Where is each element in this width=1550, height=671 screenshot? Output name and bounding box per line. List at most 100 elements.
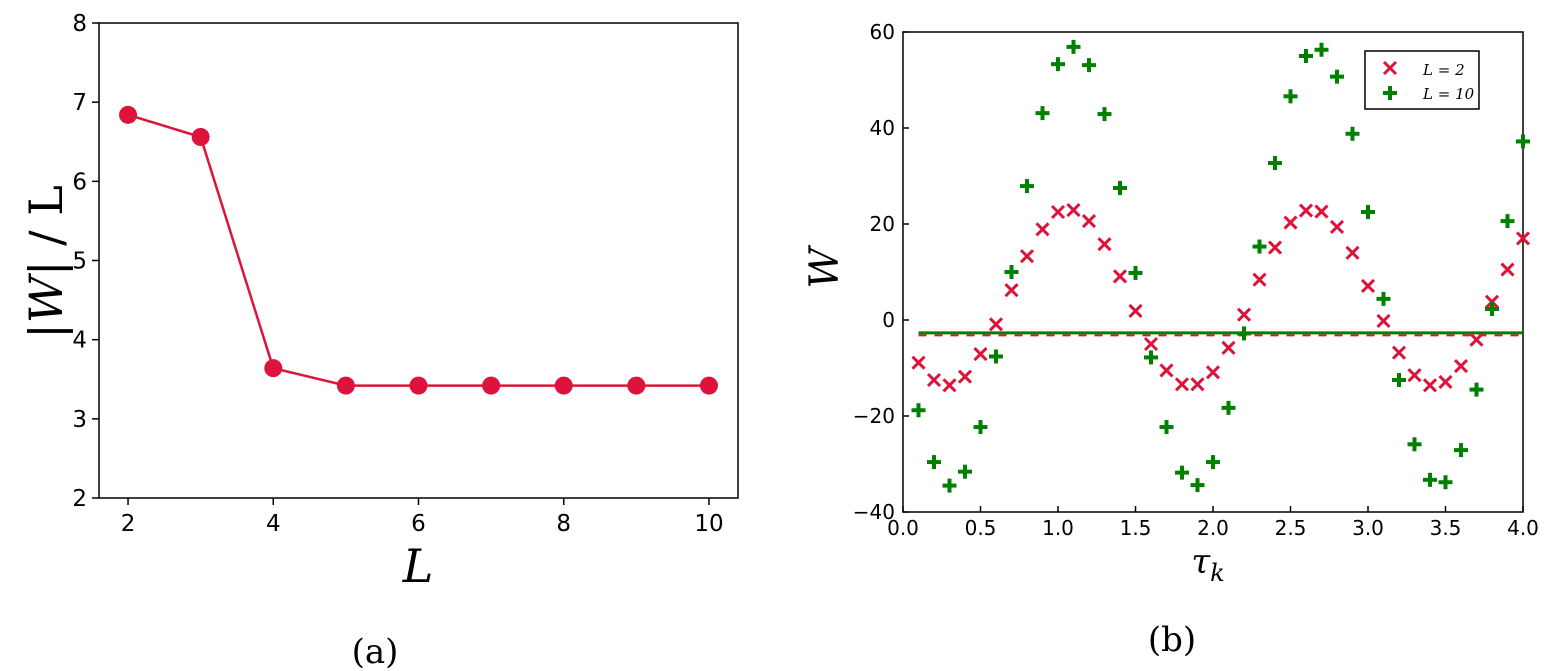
panel-a-x-label: L bbox=[402, 539, 434, 593]
x-marker bbox=[1407, 368, 1422, 383]
panel-a-frame bbox=[98, 22, 739, 499]
x-marker bbox=[1422, 378, 1438, 393]
plus-marker bbox=[1097, 107, 1112, 122]
x-marker bbox=[1391, 345, 1407, 360]
x-marker bbox=[1128, 303, 1143, 318]
plus-marker bbox=[1423, 472, 1437, 487]
y-tick-label: 60 bbox=[870, 20, 895, 44]
y-tick-label: 0 bbox=[882, 308, 895, 332]
x-marker bbox=[1019, 249, 1035, 264]
x-marker bbox=[1469, 332, 1484, 347]
x-tick-label: 1.0 bbox=[1042, 516, 1074, 540]
y-tick-label: 6 bbox=[72, 169, 87, 195]
panel-b-x-label: τk bbox=[1191, 542, 1224, 587]
plus-marker bbox=[1314, 42, 1329, 57]
data-point bbox=[336, 376, 355, 395]
x-tick-label: 0.5 bbox=[965, 516, 997, 540]
plus-marker bbox=[1035, 106, 1050, 121]
panel-b-y-ticks: −40 −20 0 20 40 60 bbox=[853, 20, 909, 524]
x-marker bbox=[1066, 203, 1081, 218]
plus-marker bbox=[911, 403, 926, 418]
plus-marker bbox=[1190, 478, 1205, 493]
data-point bbox=[554, 376, 573, 395]
data-point bbox=[409, 376, 428, 395]
x-marker bbox=[1097, 237, 1112, 252]
data-point bbox=[264, 359, 283, 378]
plus-marker bbox=[1438, 475, 1453, 490]
plus-marker bbox=[1268, 156, 1282, 171]
x-tick-label: 2.5 bbox=[1275, 516, 1307, 540]
panel-a-y-label: |W| / L bbox=[19, 185, 73, 339]
plus-marker bbox=[973, 420, 988, 435]
panel-a-y-ticks: 2 3 4 5 6 7 8 bbox=[72, 11, 99, 512]
data-point bbox=[482, 376, 501, 395]
x-tick-label: 1.5 bbox=[1120, 516, 1152, 540]
y-tick-label: 8 bbox=[72, 11, 87, 37]
x-marker bbox=[1112, 269, 1128, 284]
x-marker bbox=[942, 378, 957, 393]
x-marker bbox=[1345, 245, 1360, 260]
y-tick-label: 2 bbox=[72, 486, 87, 512]
plus-marker bbox=[1469, 382, 1484, 397]
plus-marker bbox=[1020, 179, 1034, 194]
panel-b-markers bbox=[911, 39, 1531, 493]
panel-b-y-label: W bbox=[802, 245, 848, 289]
x-marker bbox=[988, 317, 1004, 332]
x-tick-label: 0.0 bbox=[887, 516, 919, 540]
plus-marker bbox=[1051, 57, 1065, 72]
legend-label-L10: L = 10 bbox=[1422, 85, 1475, 103]
plus-marker bbox=[942, 478, 957, 493]
x-tick-label: 2 bbox=[121, 511, 136, 537]
x-marker bbox=[1360, 278, 1376, 293]
x-tick-label: 10 bbox=[694, 511, 723, 537]
y-tick-label: 7 bbox=[72, 90, 87, 116]
data-point bbox=[191, 128, 210, 146]
x-marker bbox=[973, 347, 988, 362]
plus-marker bbox=[1392, 373, 1406, 387]
x-tick-label: 2.0 bbox=[1197, 516, 1229, 540]
panel-b-plot: −40 −20 0 20 40 60 0.0 0.5 1.0 1.5 2.0 2.5 3.0 3.5 4.… bbox=[802, 20, 1539, 660]
data-point bbox=[699, 376, 718, 395]
x-marker bbox=[1252, 272, 1267, 287]
y-tick-label: −20 bbox=[853, 404, 895, 428]
x-marker bbox=[1159, 363, 1174, 378]
plus-marker bbox=[1206, 455, 1220, 470]
legend: L = 2 L = 10 bbox=[1364, 50, 1480, 110]
plus-marker bbox=[1113, 181, 1127, 195]
x-tick-label: 6 bbox=[411, 511, 426, 537]
y-tick-label: 5 bbox=[72, 249, 87, 275]
plus-marker bbox=[1330, 69, 1344, 84]
x-marker bbox=[957, 369, 973, 384]
x-marker bbox=[1174, 377, 1190, 392]
y-tick-label: 4 bbox=[72, 328, 87, 354]
plus-marker bbox=[1082, 58, 1096, 73]
plus-marker bbox=[1128, 265, 1143, 280]
x-marker bbox=[1515, 231, 1531, 246]
x-marker bbox=[1190, 377, 1205, 392]
plus-marker bbox=[1485, 301, 1499, 316]
x-marker bbox=[1438, 374, 1453, 389]
x-tick-label: 4.0 bbox=[1507, 516, 1539, 540]
x-marker bbox=[1081, 214, 1097, 229]
y-tick-label: −40 bbox=[853, 500, 895, 524]
x-marker bbox=[1205, 365, 1221, 380]
panel-b-y-label-text: W bbox=[802, 245, 848, 289]
panel-a-y-label-text: |W| / L bbox=[19, 185, 73, 339]
plus-marker bbox=[1299, 49, 1313, 63]
plus-marker bbox=[1004, 265, 1019, 279]
x-marker bbox=[1050, 204, 1066, 220]
x-marker bbox=[1267, 240, 1283, 255]
plus-marker bbox=[1361, 205, 1375, 219]
caption-b: (b) bbox=[1148, 620, 1196, 660]
plus-marker bbox=[958, 464, 972, 479]
plus-marker bbox=[1500, 214, 1515, 229]
y-tick-label: 3 bbox=[72, 407, 87, 433]
y-tick-label: 20 bbox=[870, 212, 895, 236]
x-marker bbox=[1329, 219, 1345, 234]
data-point bbox=[627, 376, 646, 395]
legend-x-marker-icon bbox=[1382, 60, 1398, 76]
data-point bbox=[119, 105, 138, 124]
x-tick-label: 4 bbox=[266, 511, 281, 537]
plus-marker bbox=[1159, 420, 1174, 435]
plus-marker bbox=[1237, 326, 1251, 341]
